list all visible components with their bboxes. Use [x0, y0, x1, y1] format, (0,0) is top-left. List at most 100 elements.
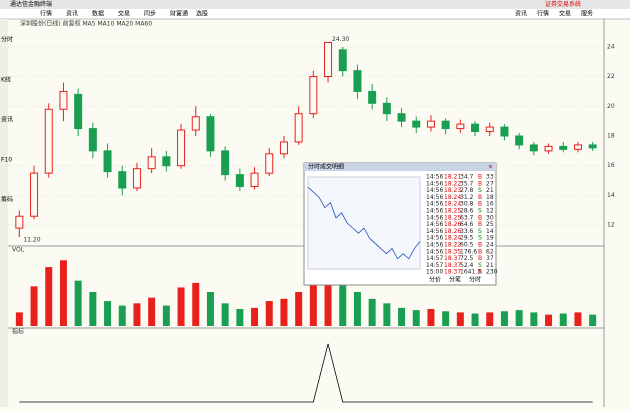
candle-body: [88, 128, 97, 152]
candle-body: [353, 70, 362, 92]
y-tick-label: 24: [607, 43, 615, 50]
y-tick-label: 18: [607, 133, 615, 140]
volume-bar: [265, 301, 273, 326]
tick-cell: 14:57: [426, 255, 443, 262]
candle-body: [515, 135, 524, 146]
candle-body: [235, 174, 244, 188]
tick-cell: 63.7: [460, 214, 474, 221]
close-button[interactable]: ×: [488, 164, 493, 171]
tick-cell: S: [478, 187, 482, 194]
tick-cell: 18.37: [444, 269, 461, 276]
menu-item[interactable]: 数据: [92, 10, 104, 18]
volume-bar: [74, 280, 82, 326]
y-tick-label: 16: [607, 162, 615, 169]
menu-item[interactable]: 交易: [559, 10, 571, 18]
menu-item[interactable]: 行情: [537, 10, 549, 18]
menu-item[interactable]: 交易: [118, 10, 130, 18]
volume-bar: [500, 311, 508, 326]
tick-cell: 18: [486, 194, 494, 201]
popup-tab[interactable]: 分时: [469, 276, 481, 284]
tick-cell: B: [478, 242, 482, 249]
candle-body: [294, 113, 303, 143]
volume-bar: [530, 312, 538, 326]
tick-cell: B: [478, 174, 482, 181]
tick-cell: 21: [486, 262, 494, 269]
tick-cell: S: [478, 208, 482, 215]
candle-body: [456, 123, 465, 130]
tick-cell: 21: [486, 187, 494, 194]
tick-cell: B: [478, 201, 482, 208]
left-tabs-bg: [0, 19, 8, 407]
candle-body: [529, 144, 538, 152]
candle-body: [132, 168, 141, 189]
tick-cell: 18.24: [444, 194, 461, 201]
volume-bar: [353, 292, 361, 326]
candle-body: [59, 90, 68, 110]
tick-cell: 35.7: [460, 180, 474, 187]
popup-tab[interactable]: 分价: [429, 276, 441, 284]
volume-bar: [221, 303, 229, 326]
menu-item[interactable]: 选股: [196, 10, 208, 18]
candle-body: [221, 150, 230, 176]
left-tab[interactable]: 筹码: [1, 196, 13, 204]
stock-info: 深圳股份(日线) 前复权 MA5 MA10 MA20 MA60: [20, 20, 152, 28]
tick-cell: 25: [486, 221, 494, 228]
left-tab[interactable]: F10: [1, 157, 12, 164]
candle-body: [559, 145, 568, 150]
tick-cell: S: [478, 262, 482, 269]
tick-cell: 14:56: [426, 235, 443, 242]
menu-item[interactable]: 同步: [144, 10, 156, 18]
tick-cell: 12: [486, 208, 494, 215]
tick-cell: 33: [486, 174, 494, 181]
tick-cell: S: [478, 228, 482, 235]
volume-bar: [545, 314, 553, 326]
volume-bar: [280, 298, 288, 326]
tick-cell: 24: [486, 242, 494, 249]
volume-bar: [456, 312, 464, 326]
tick-cell: 18.35: [444, 248, 461, 255]
indicator-label: 指标: [12, 328, 24, 336]
window-title: 通达信金融终端: [10, 0, 52, 8]
left-tab[interactable]: 资讯: [1, 116, 13, 124]
volume-bar: [104, 301, 112, 326]
volume-bar: [574, 312, 582, 326]
indicator-line: [19, 343, 593, 403]
tick-cell: B: [478, 221, 482, 228]
volume-bar: [309, 275, 317, 326]
tick-cell: 18.37: [444, 262, 461, 269]
mini-line: [307, 186, 421, 260]
volume-bar: [368, 298, 376, 326]
tick-cell: 14:56: [426, 194, 443, 201]
tick-cell: 14:56: [426, 221, 443, 228]
tick-cell: 1641.3: [460, 269, 481, 276]
volume-bar: [59, 260, 67, 326]
menu-item[interactable]: 行情: [40, 10, 52, 18]
tick-cell: 18.21: [444, 174, 461, 181]
menu-item[interactable]: 资讯: [66, 10, 78, 18]
menu-item[interactable]: 财富通: [170, 10, 188, 18]
candle-body: [471, 123, 480, 133]
tick-cell: 33.6: [460, 228, 474, 235]
low-label: 11.20: [23, 237, 40, 244]
tick-cell: B: [478, 180, 482, 187]
candle-body: [573, 144, 582, 150]
y-tick-label: 14: [607, 192, 615, 199]
popup-tab[interactable]: 分笔: [449, 276, 461, 284]
tick-cell: 14: [486, 228, 494, 235]
candle-body: [206, 116, 215, 152]
high-label: 24.30: [332, 36, 349, 43]
left-tab[interactable]: K线: [1, 76, 11, 84]
volume-bar: [30, 286, 38, 326]
left-tab[interactable]: 分时: [1, 36, 13, 44]
menu-item[interactable]: 资讯: [515, 10, 527, 18]
tick-cell: 15:00: [426, 269, 443, 276]
candle-body: [147, 156, 156, 170]
volume-label: VOL: [12, 247, 25, 254]
tick-cell: 31.2: [460, 194, 474, 201]
volume-bar: [206, 292, 214, 326]
candle-body: [15, 215, 24, 229]
menu-item[interactable]: 服务: [581, 10, 593, 18]
candle-body: [74, 93, 83, 130]
tick-cell: 18.24: [444, 235, 461, 242]
